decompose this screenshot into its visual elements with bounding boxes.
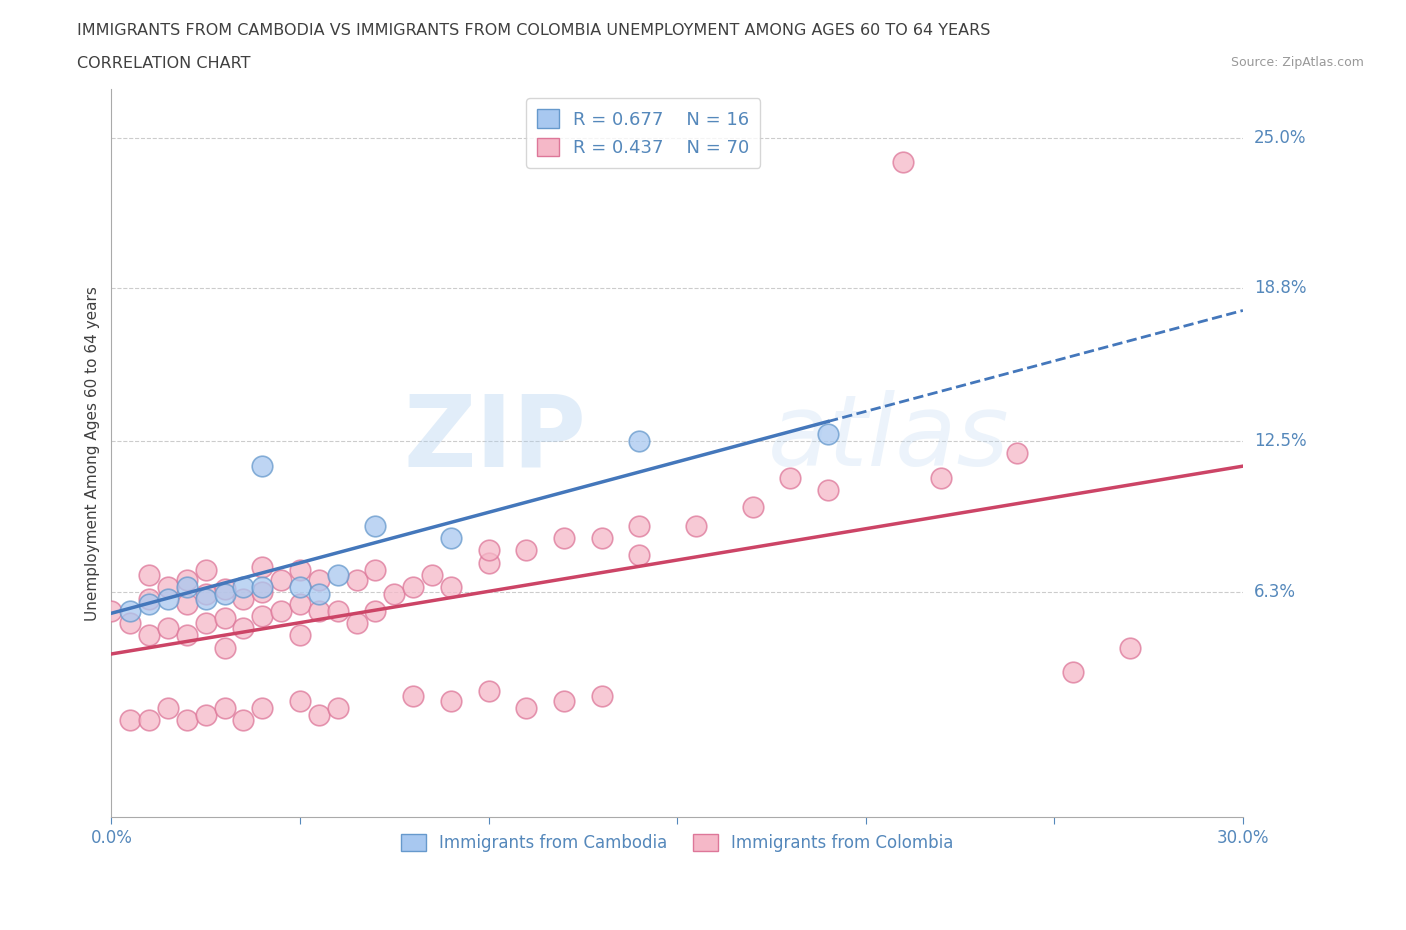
Text: Source: ZipAtlas.com: Source: ZipAtlas.com [1230, 56, 1364, 69]
Point [138, 596, 160, 611]
Point [591, 531, 613, 546]
Point [893, 154, 915, 169]
Point [288, 579, 311, 594]
Point [232, 591, 254, 606]
Point [176, 572, 198, 587]
Point [308, 604, 330, 618]
Point [214, 640, 236, 655]
Point [308, 708, 330, 723]
Point [628, 548, 651, 563]
Point [817, 427, 839, 442]
Point [553, 694, 575, 709]
Point [440, 694, 463, 709]
Point [308, 572, 330, 587]
Point [252, 584, 274, 599]
Point [364, 563, 387, 578]
Point [214, 611, 236, 626]
Point [288, 694, 311, 709]
Point [817, 483, 839, 498]
Point [288, 596, 311, 611]
Text: 6.3%: 6.3% [1254, 583, 1296, 601]
Point [194, 591, 217, 606]
Point [120, 616, 142, 631]
Point [176, 596, 198, 611]
Point [194, 587, 217, 602]
Point [214, 582, 236, 597]
Point [138, 628, 160, 643]
Point [420, 567, 443, 582]
Point [176, 628, 198, 643]
Point [628, 433, 651, 448]
Point [553, 531, 575, 546]
Point [685, 519, 707, 534]
Point [138, 713, 160, 728]
Text: atlas: atlas [768, 391, 1010, 487]
Text: 18.8%: 18.8% [1254, 279, 1306, 298]
Point [252, 701, 274, 716]
Point [1062, 664, 1084, 679]
Point [591, 688, 613, 703]
Point [252, 560, 274, 575]
Point [214, 701, 236, 716]
Point [382, 587, 405, 602]
Point [402, 579, 425, 594]
Point [270, 572, 292, 587]
Y-axis label: Unemployment Among Ages 60 to 64 years: Unemployment Among Ages 60 to 64 years [86, 286, 100, 621]
Point [138, 591, 160, 606]
Point [402, 688, 425, 703]
Point [100, 604, 122, 618]
Point [252, 579, 274, 594]
Point [1005, 446, 1028, 461]
Point [628, 519, 651, 534]
Point [326, 567, 349, 582]
Point [440, 531, 463, 546]
Point [176, 579, 198, 594]
Point [156, 579, 179, 594]
Point [194, 616, 217, 631]
Point [929, 471, 952, 485]
Point [779, 471, 801, 485]
Point [214, 587, 236, 602]
Point [156, 591, 179, 606]
Point [194, 708, 217, 723]
Point [1119, 640, 1142, 655]
Point [138, 567, 160, 582]
Point [477, 555, 499, 570]
Text: ZIP: ZIP [404, 391, 586, 487]
Point [156, 620, 179, 635]
Point [364, 604, 387, 618]
Text: CORRELATION CHART: CORRELATION CHART [77, 56, 250, 71]
Point [288, 628, 311, 643]
Point [440, 579, 463, 594]
Text: 25.0%: 25.0% [1254, 129, 1306, 147]
Point [515, 543, 537, 558]
Point [346, 616, 368, 631]
Point [252, 608, 274, 623]
Point [194, 563, 217, 578]
Point [176, 713, 198, 728]
Point [326, 604, 349, 618]
Point [741, 499, 763, 514]
Point [232, 713, 254, 728]
Point [477, 684, 499, 698]
Point [156, 701, 179, 716]
Point [120, 713, 142, 728]
Legend: Immigrants from Cambodia, Immigrants from Colombia: Immigrants from Cambodia, Immigrants fro… [392, 825, 962, 860]
Point [346, 572, 368, 587]
Point [252, 458, 274, 473]
Point [120, 604, 142, 618]
Point [515, 701, 537, 716]
Point [477, 543, 499, 558]
Point [364, 519, 387, 534]
Text: 12.5%: 12.5% [1254, 432, 1306, 450]
Point [288, 563, 311, 578]
Point [308, 587, 330, 602]
Point [326, 701, 349, 716]
Text: IMMIGRANTS FROM CAMBODIA VS IMMIGRANTS FROM COLOMBIA UNEMPLOYMENT AMONG AGES 60 : IMMIGRANTS FROM CAMBODIA VS IMMIGRANTS F… [77, 23, 991, 38]
Point [270, 604, 292, 618]
Point [232, 579, 254, 594]
Point [232, 620, 254, 635]
